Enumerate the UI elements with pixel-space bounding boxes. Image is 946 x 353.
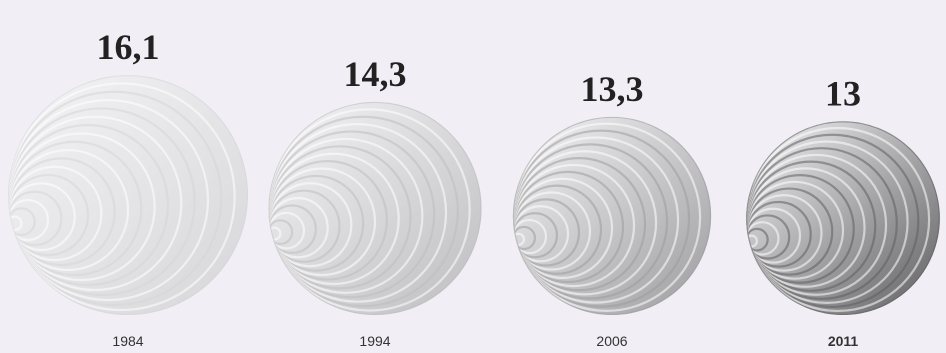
ring: [8, 132, 156, 282]
ring: [8, 215, 23, 232]
ring: [512, 225, 537, 251]
ring: [268, 204, 317, 254]
ring: [8, 107, 196, 297]
value-label: 13,3: [581, 69, 644, 109]
ring: [8, 115, 183, 292]
ring: [8, 157, 116, 267]
ring: [512, 163, 636, 288]
category-label: 1984: [112, 333, 143, 349]
ring: [8, 173, 90, 257]
ring: [512, 191, 592, 271]
ring: [268, 108, 471, 312]
rings: [268, 101, 482, 315]
ring: [8, 198, 50, 242]
ring: [746, 187, 834, 276]
ring: [746, 200, 812, 268]
ring: [8, 182, 76, 252]
value-label: 13: [825, 73, 861, 113]
category-label: 1994: [359, 333, 390, 349]
ring: [268, 130, 436, 299]
ring: [268, 123, 448, 303]
rings: [746, 121, 940, 315]
ring: [8, 82, 236, 312]
ring: [746, 153, 888, 296]
ring: [268, 226, 282, 241]
ring: [512, 218, 548, 255]
ring: [746, 180, 845, 280]
category-label: 2006: [596, 333, 627, 349]
ring: [746, 194, 823, 272]
ring: [746, 234, 759, 248]
ring: [268, 211, 306, 250]
ring: [746, 133, 920, 309]
ring: [746, 167, 866, 288]
ring: [8, 98, 210, 302]
ring: [746, 147, 898, 300]
ring: [8, 140, 143, 277]
ring: [746, 126, 931, 313]
ring: [268, 182, 353, 268]
ring: [746, 221, 780, 256]
ring: [746, 174, 855, 284]
ring: [268, 137, 424, 294]
ring: [8, 123, 170, 287]
ring: [746, 160, 877, 292]
ring: [746, 214, 791, 260]
ring: [746, 207, 802, 264]
ring: [746, 140, 909, 304]
category-label: 2011: [828, 333, 859, 349]
value-label: 14,3: [344, 54, 407, 94]
ring: [512, 170, 625, 284]
ring: [512, 150, 658, 296]
ring: [268, 197, 329, 259]
ring: [268, 189, 341, 263]
ring: [268, 115, 459, 308]
value-label: 16,1: [97, 27, 160, 67]
ring: [512, 184, 603, 275]
ring: [268, 219, 294, 246]
ring: [512, 129, 691, 308]
ring: [8, 165, 103, 262]
ring: [512, 205, 570, 263]
ring: [746, 227, 769, 252]
ring: [8, 90, 223, 307]
ring: [8, 148, 130, 272]
